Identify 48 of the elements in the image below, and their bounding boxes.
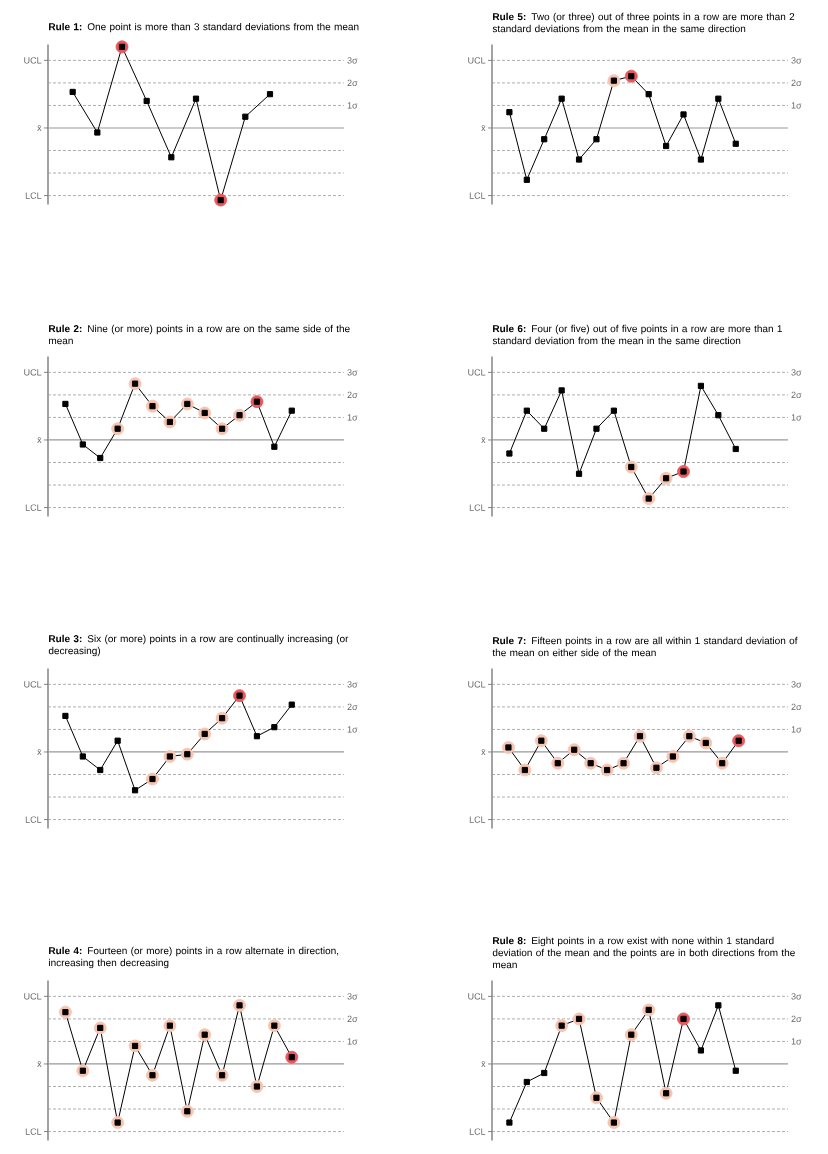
point: [97, 766, 104, 774]
point: [143, 97, 150, 105]
point: [610, 407, 617, 414]
point: [541, 1069, 548, 1077]
point: [715, 1002, 722, 1009]
point: [732, 1067, 739, 1074]
point: [69, 88, 76, 96]
point: [94, 129, 101, 136]
point: [506, 450, 513, 457]
point: [575, 470, 583, 477]
point: [506, 109, 513, 116]
point: [715, 95, 722, 102]
point: [242, 113, 249, 120]
point: [541, 136, 548, 143]
point: [593, 136, 600, 143]
point: [253, 733, 261, 740]
point: [680, 111, 687, 118]
point: [288, 407, 295, 414]
point: [62, 712, 69, 720]
point: [506, 1119, 513, 1126]
point: [697, 1047, 705, 1054]
point: [697, 156, 705, 163]
point: [114, 737, 121, 744]
point: [732, 140, 739, 147]
point: [593, 425, 600, 432]
point: [523, 176, 530, 183]
point: [558, 387, 565, 394]
point: [271, 724, 278, 731]
point: [645, 91, 652, 98]
point: [288, 701, 295, 708]
point: [271, 443, 278, 450]
point: [192, 95, 200, 102]
point: [558, 95, 565, 102]
point: [168, 154, 175, 161]
point: [732, 445, 739, 453]
point: [523, 1078, 530, 1086]
point: [541, 425, 548, 432]
point: [62, 400, 69, 408]
point: [79, 441, 86, 448]
point: [697, 382, 705, 389]
point: [131, 787, 139, 794]
point: [79, 753, 86, 760]
point: [523, 407, 530, 414]
point: [715, 412, 722, 419]
point: [266, 91, 274, 98]
point: [663, 142, 670, 150]
point: [97, 454, 104, 462]
point: [575, 156, 583, 163]
